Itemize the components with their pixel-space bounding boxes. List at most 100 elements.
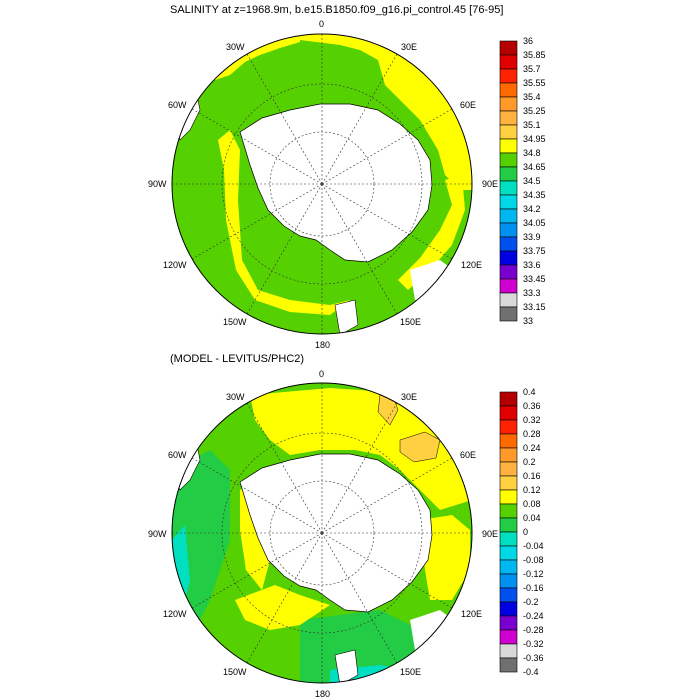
colorbar-label: 36 [523, 36, 533, 46]
colorbar-swatch [499, 152, 518, 168]
map2-lon-60e: 60E [460, 450, 476, 460]
colorbar-swatch [499, 194, 518, 210]
map2-lon-180: 180 [315, 689, 330, 699]
colorbar-label: 33 [523, 316, 533, 326]
colorbar-label: -0.08 [523, 555, 544, 565]
colorbar-swatch [499, 615, 518, 631]
colorbar-swatch [499, 559, 518, 575]
colorbar-swatch [499, 657, 518, 673]
colorbar-label: 34.8 [523, 148, 541, 158]
map2-lon-90w: 90W [148, 529, 167, 539]
colorbar-label: 35.55 [523, 78, 546, 88]
colorbar-label: -0.24 [523, 611, 544, 621]
colorbar-label: 0.32 [523, 415, 541, 425]
colorbar-label: 0.04 [523, 513, 541, 523]
map1-lon-120e: 120E [461, 260, 482, 270]
colorbar-swatch [499, 573, 518, 589]
colorbar-swatch [499, 180, 518, 196]
colorbar-swatch [499, 250, 518, 266]
colorbar-label: 34.05 [523, 218, 546, 228]
map1-longitude-labels: 0 30W 30E 60W 60E 90W 90E 120W 120E 150W… [148, 19, 498, 350]
colorbar-swatch [499, 54, 518, 70]
colorbar-label: 0.24 [523, 443, 541, 453]
colorbar-label: -0.2 [523, 597, 539, 607]
colorbar-swatch [499, 391, 518, 407]
colorbar-salinity: 36 35.85 35.7 35.55 35.4 35.25 35.1 34.95 34.8 34… [499, 36, 546, 326]
colorbar-label: 34.2 [523, 204, 541, 214]
colorbar-label: -0.16 [523, 583, 544, 593]
colorbar-swatch [499, 96, 518, 112]
map2-land-new-zealand [334, 649, 359, 683]
map1-outline [171, 33, 473, 335]
map1-lon-120w: 120W [163, 260, 187, 270]
map1-lon-0: 0 [319, 19, 324, 29]
map2-lon-150w: 150W [223, 667, 247, 677]
map2-lon-30e: 30E [401, 392, 417, 402]
colorbar-swatch [499, 545, 518, 561]
colorbar-label: 35.7 [523, 64, 541, 74]
map1-lon-60e: 60E [460, 100, 476, 110]
colorbar-swatch [499, 587, 518, 603]
colorbar-swatch [499, 264, 518, 280]
colorbar-label: -0.28 [523, 625, 544, 635]
map2-lon-120e: 120E [461, 609, 482, 619]
colorbar-label: 35.1 [523, 120, 541, 130]
map1-yellow-band-west [218, 130, 350, 315]
map1-antarctica [239, 103, 433, 263]
colorbar-label: 0.16 [523, 471, 541, 481]
colorbar-swatch [499, 475, 518, 491]
map1-lon-180: 180 [315, 340, 330, 350]
colorbar-label: 0.28 [523, 429, 541, 439]
colorbar-label: 35.25 [523, 106, 546, 116]
map2-lon-60w: 60W [168, 450, 187, 460]
colorbar-swatch [499, 68, 518, 84]
colorbar-label: 0.08 [523, 499, 541, 509]
colorbar-swatch [499, 236, 518, 252]
colorbar-label: 33.15 [523, 302, 546, 312]
salinity-map [171, 33, 473, 335]
colorbar-swatch [499, 447, 518, 463]
map2-lon-120w: 120W [163, 609, 187, 619]
colorbar-swatch [499, 278, 518, 294]
colorbar-label: 34.95 [523, 134, 546, 144]
colorbar-swatch [499, 138, 518, 154]
map1-lon-90e: 90E [482, 179, 498, 189]
map1-lon-150e: 150E [400, 317, 421, 327]
colorbar-swatch [499, 306, 518, 322]
colorbar-label: 33.9 [523, 232, 541, 242]
colorbar-swatch [499, 531, 518, 547]
colorbar-swatch [499, 292, 518, 308]
colorbar-swatch [499, 208, 518, 224]
colorbar-label: -0.04 [523, 541, 544, 551]
map2-lon-30w: 30W [226, 392, 245, 402]
colorbar-label: 35.4 [523, 92, 541, 102]
colorbar-label: 34.35 [523, 190, 546, 200]
colorbar-swatch [499, 489, 518, 505]
colorbar-label: 33.75 [523, 246, 546, 256]
panel-2-title: (MODEL - LEVITUS/PHC2) [170, 353, 305, 365]
map1-lon-90w: 90W [148, 179, 167, 189]
colorbar-label: 35.85 [523, 50, 546, 60]
map2-lon-90e: 90E [482, 529, 498, 539]
colorbar-swatch [499, 503, 518, 519]
map2-lon-0: 0 [319, 369, 324, 379]
map2-land-africa [429, 394, 472, 436]
map1-land-new-zealand [334, 299, 359, 334]
colorbar-label: -0.32 [523, 639, 544, 649]
colorbar-swatch [499, 433, 518, 449]
colorbar-label: -0.12 [523, 569, 544, 579]
colorbar-label: 34.5 [523, 176, 541, 186]
map2-orange-patch-2 [399, 431, 441, 463]
colorbar-swatch [499, 517, 518, 533]
colorbar-swatch [499, 124, 518, 140]
colorbar-label: -0.4 [523, 667, 539, 677]
colorbar-swatch [499, 110, 518, 126]
map2-yellow-region-south [235, 585, 330, 630]
colorbar-swatch [499, 419, 518, 435]
colorbar-label: 34.65 [523, 162, 546, 172]
colorbar-label: 0.4 [523, 387, 536, 397]
colorbar-label: 0 [523, 527, 528, 537]
colorbar-swatch [499, 222, 518, 238]
map1-land-africa [429, 44, 472, 86]
